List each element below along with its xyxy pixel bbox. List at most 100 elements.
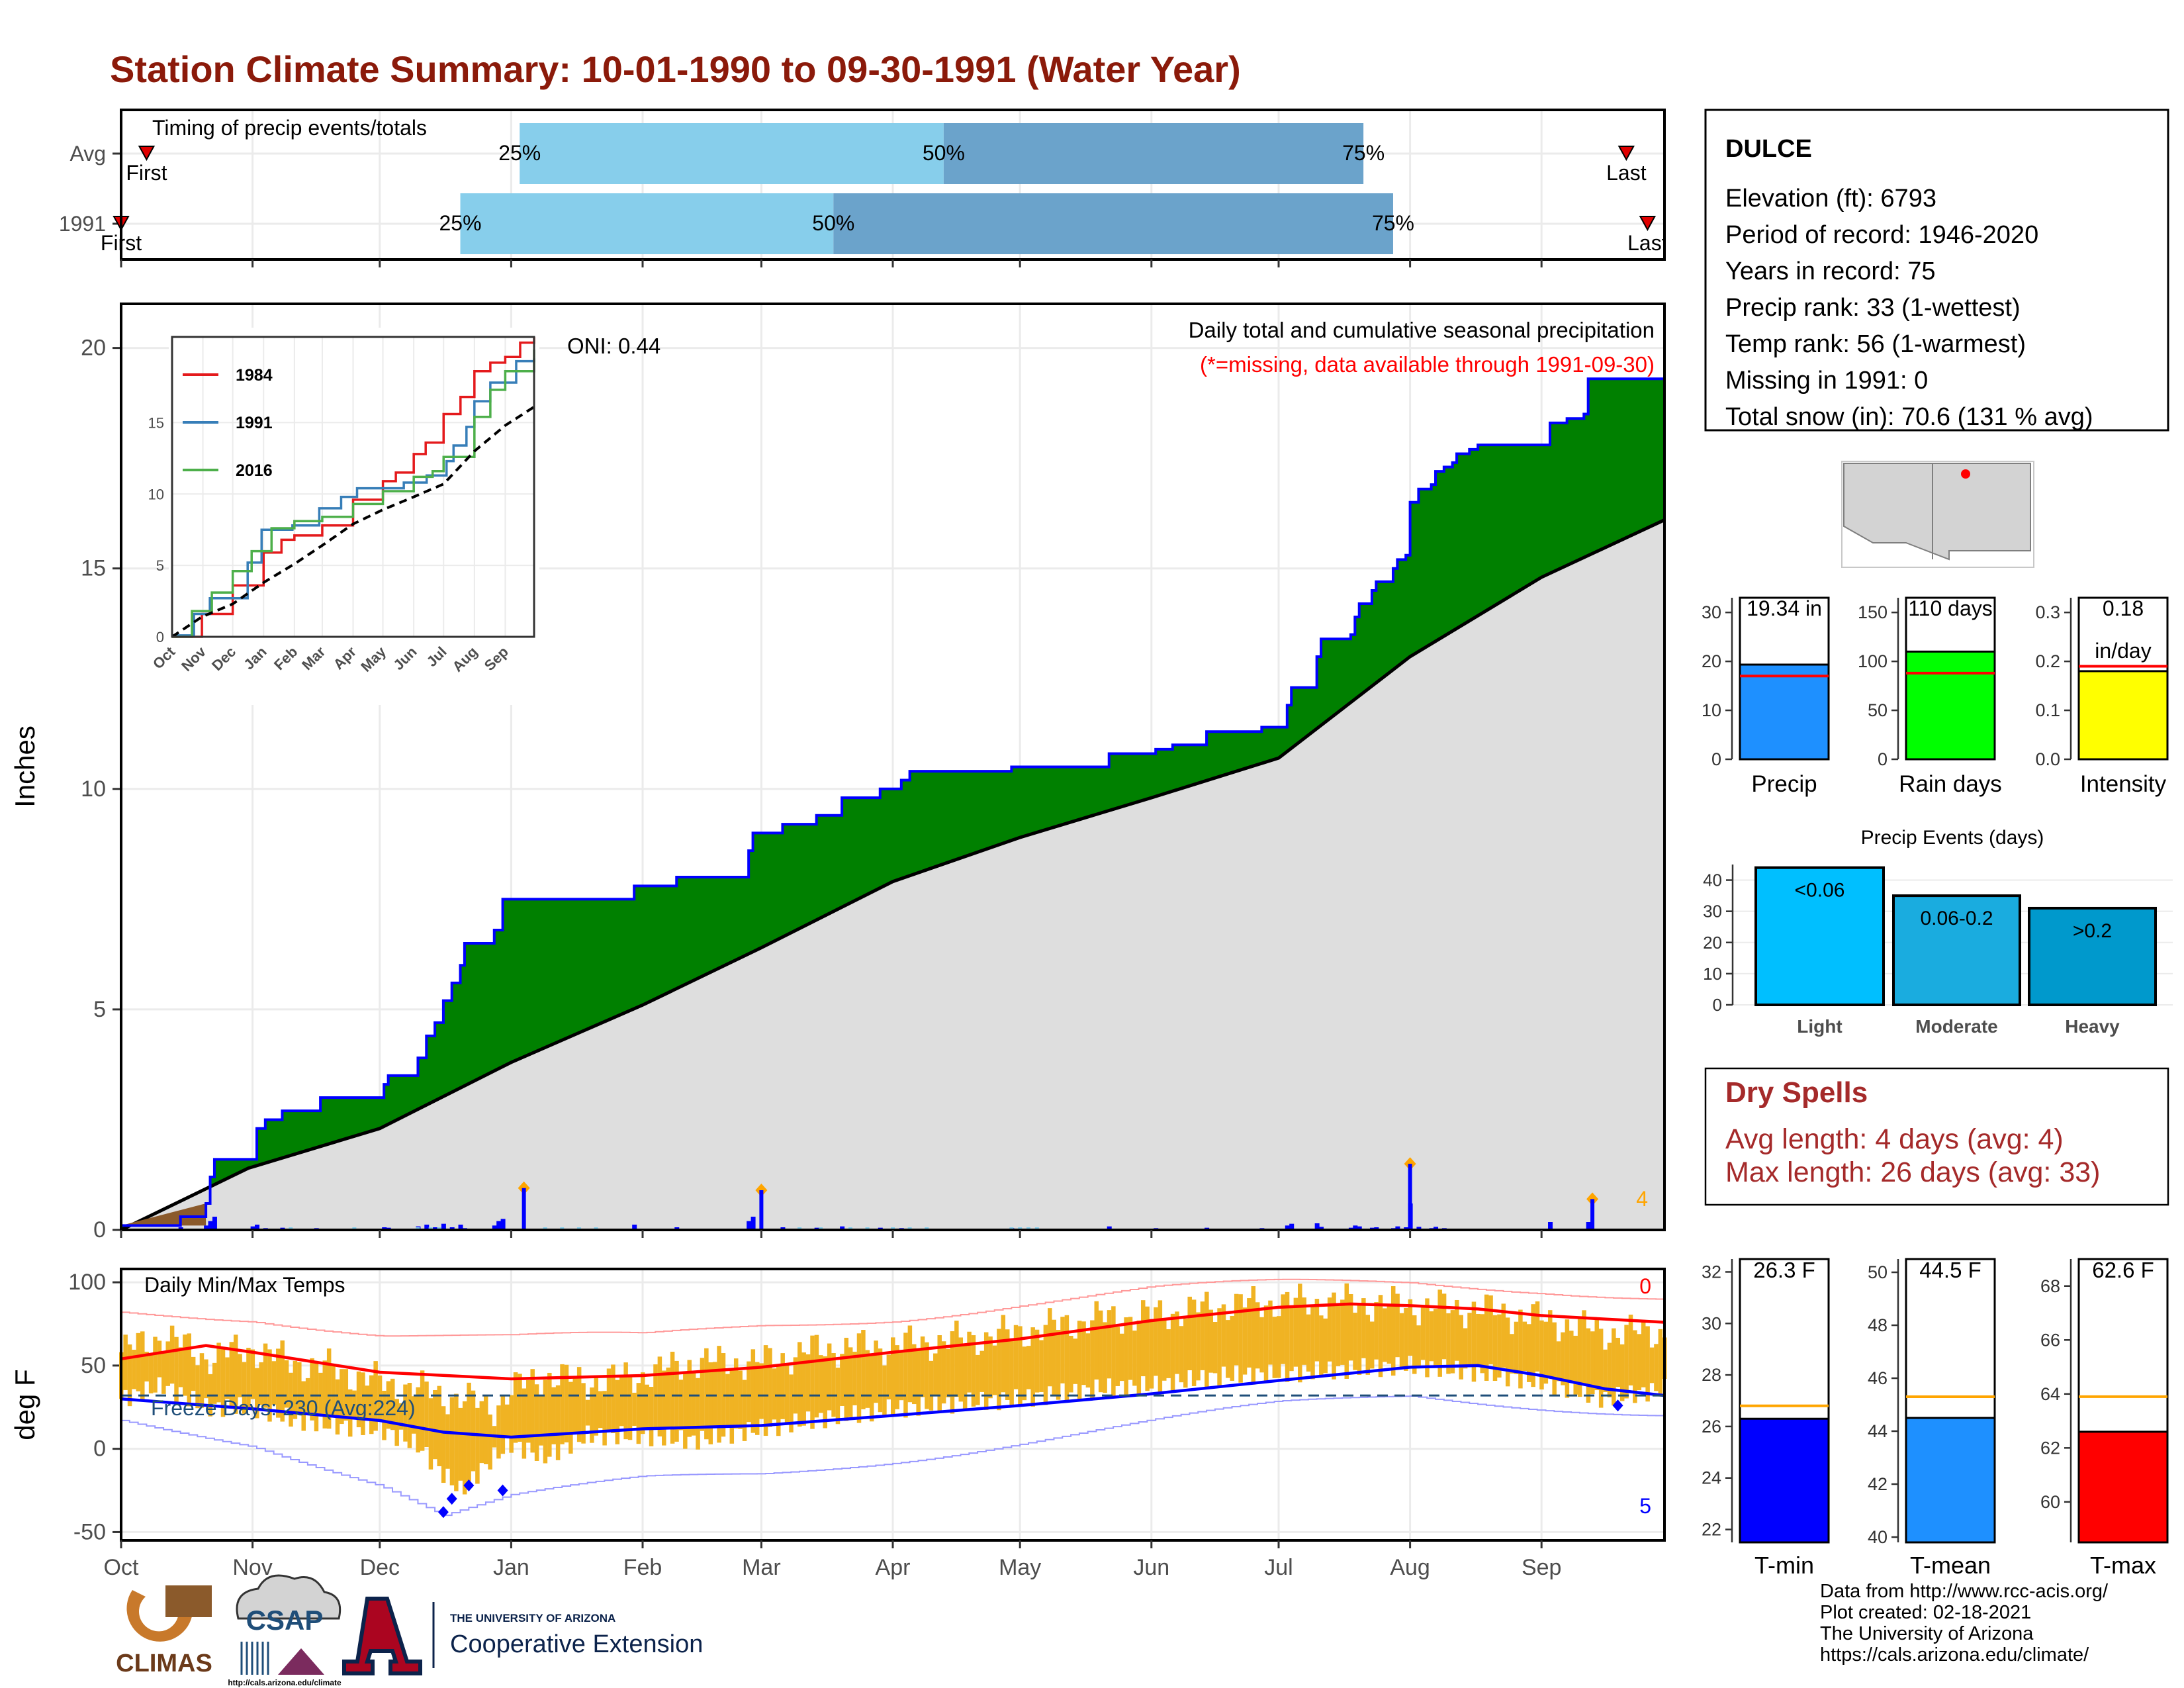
daily-temp-bar [479,1401,484,1464]
category-label: Precip [1751,771,1817,797]
daily-temp-bar [1535,1301,1540,1372]
y-tick-label: 0.3 [2035,602,2060,622]
daily-temp-bar [1060,1317,1065,1383]
daily-temp-bar [708,1362,713,1444]
record-cold-marker [463,1479,475,1491]
marker-label: First [126,161,167,185]
daily-precip-bar [632,1225,637,1230]
daily-temp-bar [169,1325,175,1384]
daily-temp-bar [1327,1297,1332,1362]
daily-temp-bar [810,1335,815,1429]
daily-temp-bar [1459,1315,1463,1380]
daily-temp-bar [678,1380,684,1430]
daily-temp-bar [1526,1324,1531,1382]
value-bar [2077,1430,2169,1544]
x-tick-label: Aug [1390,1555,1430,1580]
csap-logo-url: http://cals.arizona.edu/climate [228,1678,341,1687]
daily-temp-bar [369,1375,374,1434]
daily-temp-bar [543,1380,548,1464]
daily-temp-bar [611,1364,615,1434]
daily-temp-bar [1425,1298,1430,1378]
daily-temp-bar [361,1372,365,1435]
daily-temp-bar [1103,1322,1107,1393]
daily-temp-bar [581,1383,586,1444]
daily-temp-bar [992,1345,997,1395]
y-tick-label: -50 [73,1519,106,1544]
value-label: 26.3 F [1753,1258,1815,1282]
y-tick-label: 10 [1702,700,1721,720]
daily-temp-bar [555,1385,561,1460]
daily-temp-bar [772,1368,777,1420]
daily-temp-bar [225,1357,230,1399]
locator-map [1841,461,2034,568]
daily-precip-bar [1395,1226,1400,1230]
temperature-bar-chart: 22 24 26 28 30 32 26.3 F T-min [1702,1258,1830,1579]
hot-day-count: 0 [1639,1274,1651,1298]
daily-temp-bar [1603,1349,1608,1392]
daily-temp-bar [1340,1299,1345,1365]
inset-series-line [171,406,535,638]
station-location-dot [1961,469,1970,479]
daily-temp-bar [569,1382,573,1454]
daily-temp-bar [1484,1294,1489,1381]
footer-line: Data from http://www.rcc-acis.org/ [1820,1581,2109,1602]
dry-spells-box: Dry Spells Avg length: 4 days (avg: 4)Max… [1704,1067,2169,1206]
climas-logo-icon [126,1590,192,1642]
daily-temp-bar [1302,1297,1306,1365]
daily-temp-bar [1501,1303,1506,1368]
daily-temp-bar [390,1378,395,1430]
daily-temp-bar [293,1360,298,1419]
daily-temp-bar [1565,1319,1570,1398]
daily-temp-bar [386,1381,391,1429]
panel-title: Precip Events (days) [1861,827,2044,849]
daily-temp-bar [322,1360,328,1429]
daily-temp-bar [920,1336,925,1397]
daily-temp-bar [1539,1320,1544,1389]
daily-temp-bar [907,1325,913,1403]
footer-line: https://cals.arizona.edu/climate/ [1820,1644,2089,1665]
temperature-bar-chart: 60 62 64 66 68 62.6 F T-max [2040,1258,2169,1579]
daily-temp-bar [1005,1329,1010,1401]
daily-temp-bar [1543,1321,1549,1384]
daily-temp-bar [801,1352,806,1426]
daily-temp-bar [1510,1334,1514,1374]
daily-temp-bar [1619,1344,1625,1401]
y-tick-label: 62 [2040,1438,2060,1458]
daily-temp-bar [1582,1310,1586,1384]
daily-temp-bar [891,1337,895,1416]
inset-y-tick-label: 15 [148,414,164,431]
daily-temp-bar [844,1337,849,1421]
daily-temp-bar [742,1380,747,1441]
daily-temp-bar [560,1364,565,1444]
daily-temp-bar [670,1352,675,1444]
record-cold-marker [437,1506,449,1519]
daily-temp-bar [1437,1289,1442,1377]
daily-temp-bar [157,1340,162,1378]
daily-temp-bar [161,1352,166,1394]
event-bar [1754,866,1885,1006]
value-bar [1905,1417,1996,1544]
daily-temp-bar [759,1363,764,1419]
daily-temp-bar [509,1395,514,1453]
daily-temp-bar [704,1348,709,1440]
quartile-bar-50-75 [943,123,1364,184]
inset-border [171,336,535,638]
daily-temp-bar [238,1354,242,1397]
daily-temp-bar [784,1363,790,1423]
y-tick-label: 0 [93,1436,106,1462]
daily-temp-bar [1124,1317,1128,1397]
daily-temp-bar [958,1337,964,1402]
daily-temp-bar [289,1372,293,1427]
daily-temp-bar [700,1358,705,1431]
x-tick-label: Feb [623,1555,662,1580]
y-tick-label: 30 [1703,902,1722,921]
daily-temp-bar [797,1342,802,1427]
daily-temp-bar [433,1389,437,1460]
daily-temp-bar [1107,1310,1112,1379]
station-name: DULCE [1725,135,1812,163]
station-detail: Precip rank: 33 (1-wettest) [1725,294,2021,322]
daily-temp-bar [1034,1329,1040,1393]
freeze-days-label: Freeze Days: 230 (Avg:224) [151,1396,416,1420]
daily-temp-bar [377,1375,383,1421]
